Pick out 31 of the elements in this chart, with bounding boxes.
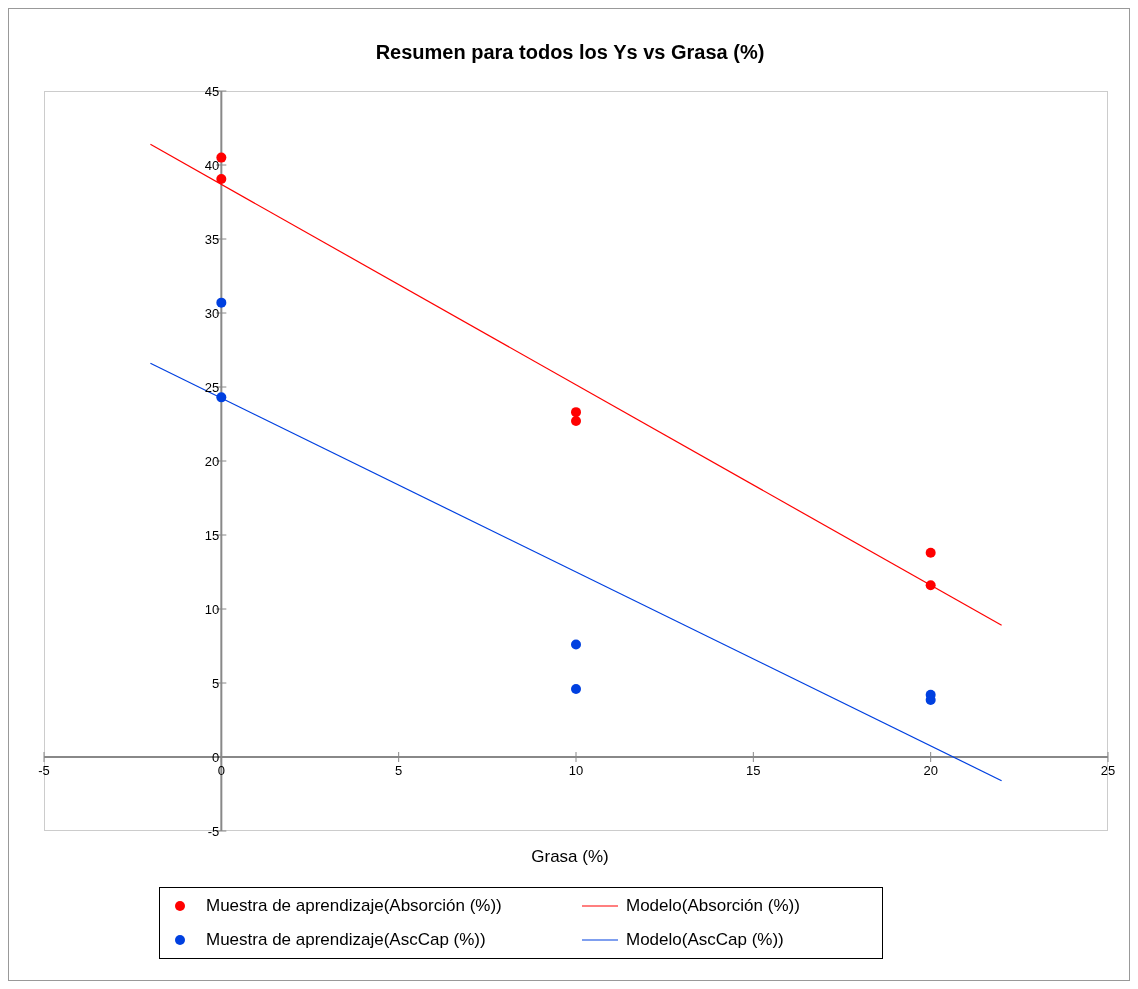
legend-label: Muestra de aprendizaje(Absorción (%))	[206, 896, 502, 916]
y-tick-label: 35	[204, 232, 220, 247]
y-tick-label: 15	[204, 528, 220, 543]
point	[571, 683, 581, 694]
x-tick-label: 20	[923, 763, 938, 778]
point	[571, 416, 581, 427]
y-tick-label: 45	[204, 84, 220, 99]
legend-label: Muestra de aprendizaje(AscCap (%))	[206, 930, 486, 950]
point	[571, 407, 581, 418]
point	[216, 174, 227, 185]
x-tick-label: 10	[568, 763, 584, 778]
y-tick-label: 5	[212, 676, 220, 691]
y-tick-label: 40	[204, 158, 220, 173]
x-tick-label: 25	[1100, 763, 1116, 778]
x-tick-label: 15	[746, 763, 761, 778]
y-tick-label: 20	[204, 454, 220, 469]
point	[571, 639, 581, 650]
x-axis-title: Grasa (%)	[530, 847, 610, 867]
x-tick-label: -5	[38, 763, 50, 778]
legend-label: Modelo(AscCap (%))	[626, 930, 784, 950]
y-tick-label: 0	[212, 750, 220, 765]
point	[216, 297, 227, 308]
y-tick-label: 25	[204, 380, 220, 395]
point	[925, 547, 936, 558]
point	[216, 152, 227, 163]
legend-label: Modelo(Absorción (%))	[626, 896, 800, 916]
y-tick-label: 10	[204, 602, 220, 617]
chart-title: Resumen para todos los Ys vs Grasa (%)	[374, 41, 766, 64]
y-tick-label: 30	[204, 306, 220, 321]
y-tick-label: -5	[207, 824, 220, 839]
x-tick-label: 5	[395, 763, 403, 778]
